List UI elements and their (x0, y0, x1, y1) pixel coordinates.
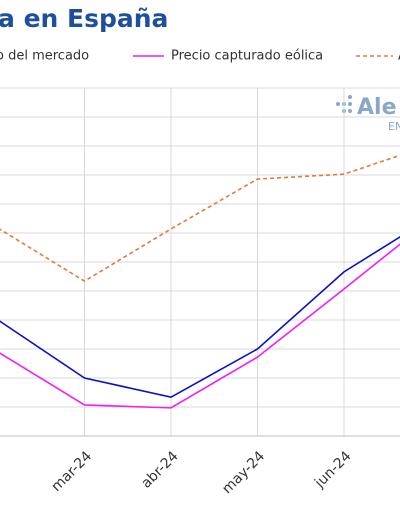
watermark-dot (348, 102, 352, 106)
watermark: Ale EN (336, 95, 400, 133)
chart-title: a en España (0, 4, 168, 33)
x-tick-label: mar-24 (49, 448, 96, 495)
watermark-dot (348, 95, 352, 99)
legend-label: Precio capturado eólica (171, 49, 323, 64)
x-tick-label: may-24 (219, 448, 268, 497)
series-line (0, 235, 400, 398)
watermark-brand: Ale (357, 95, 397, 120)
legend-label: o del mercado (0, 49, 89, 64)
legend-label: A (398, 49, 400, 64)
x-tick-label: abr-24 (138, 448, 181, 491)
x-tick-label: jun-24 (311, 448, 355, 492)
series-line (0, 243, 400, 409)
watermark-dot (348, 109, 352, 113)
series-line (0, 154, 400, 283)
watermark-sub: EN (388, 120, 400, 133)
watermark-dot (336, 102, 340, 106)
